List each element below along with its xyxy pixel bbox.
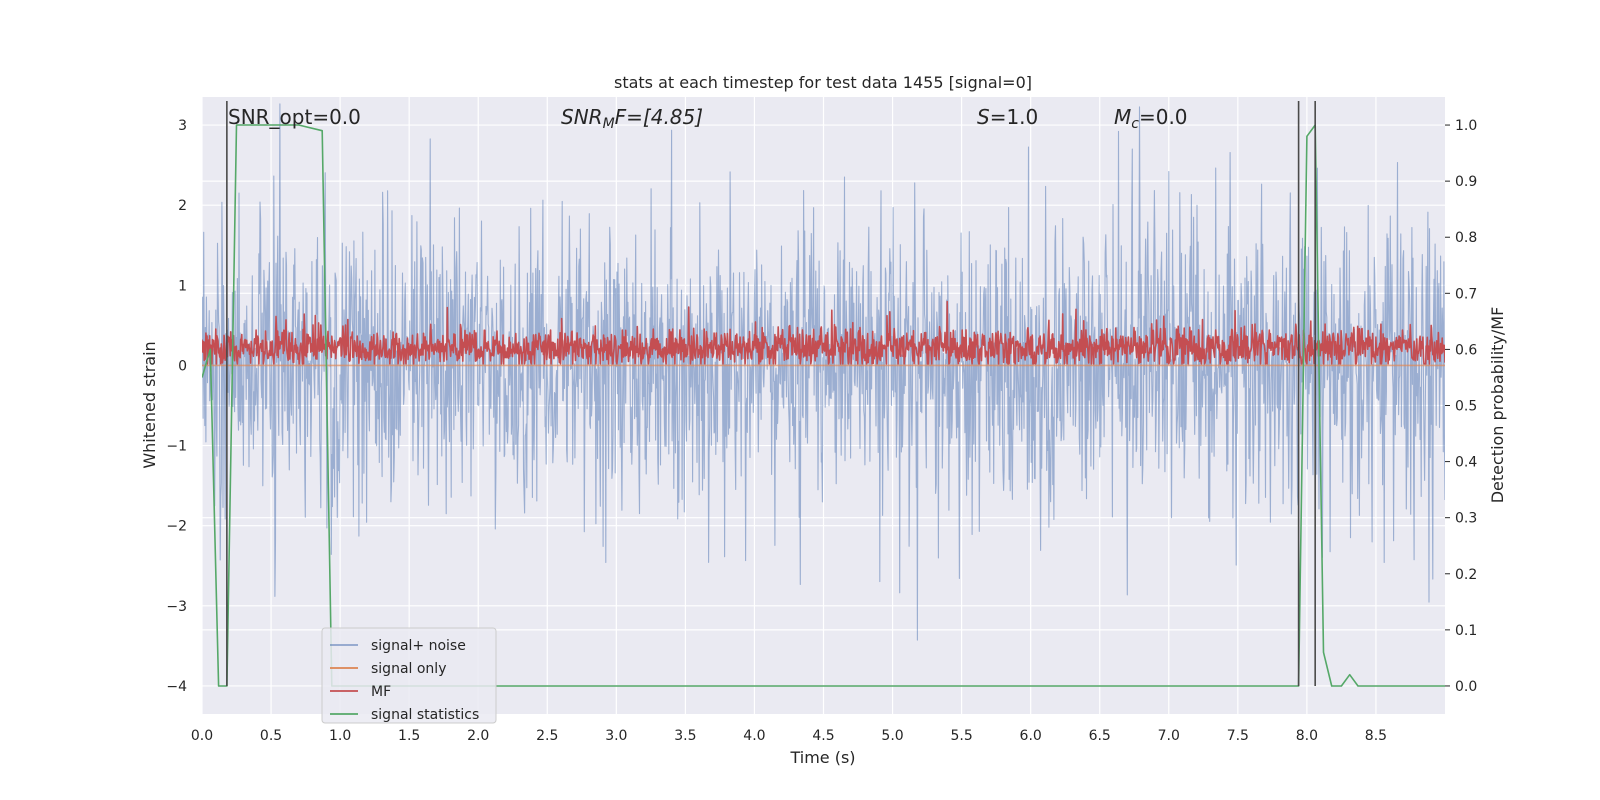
x-tick-label: 5.5 xyxy=(950,728,972,744)
series-line-0 xyxy=(202,103,1445,641)
chart-title: stats at each timestep for test data 145… xyxy=(614,73,1032,92)
legend-box xyxy=(321,627,497,724)
x-tick-labels: 0.0 0.5 1.0 1.5 2.0 2.5 3.0 3.5 4.0 4.5 5.0 5.5 6.0 6… xyxy=(191,728,1387,744)
y-right-tick-label: 0.3 xyxy=(1455,511,1477,527)
annotation-mc: Mc=0.0 xyxy=(1114,105,1188,132)
y-right-tick-label: 0.0 xyxy=(1455,679,1477,695)
y-left-tick-label: −4 xyxy=(166,679,187,695)
y-left-tick-labels: 3 2 1 0 −1 −2 −3 −4 xyxy=(166,118,187,695)
x-tick-label: 7.0 xyxy=(1158,728,1180,744)
y-left-tick-label: 0 xyxy=(178,358,187,374)
x-tick-label: 6.0 xyxy=(1020,728,1042,744)
y-right-tick-labels: 1.0 0.9 0.8 0.7 0.6 0.5 0.4 0.3 0.2 0.1 0.0 xyxy=(1445,118,1477,695)
x-tick-label: 5.0 xyxy=(881,728,903,744)
annotation-snr-mf: SNRMF=[4.85] xyxy=(561,105,703,132)
x-tick-label: 8.5 xyxy=(1365,728,1387,744)
x-axis-label: Time (s) xyxy=(789,748,855,767)
y-axis-label-left: Whitened strain xyxy=(140,341,159,468)
y-right-tick-label: 0.5 xyxy=(1455,399,1477,415)
y-right-tick-label: 0.6 xyxy=(1455,342,1477,358)
y-left-tick-label: 1 xyxy=(178,278,187,294)
legend: signal+ noise signal only MF signal statist… xyxy=(321,627,497,724)
x-tick-label: 7.5 xyxy=(1227,728,1249,744)
y-right-tick-label: 0.2 xyxy=(1455,567,1477,583)
y-left-tick-label: −2 xyxy=(166,519,187,535)
vertical-markers xyxy=(226,101,1316,686)
y-right-tick-label: 0.4 xyxy=(1455,455,1477,471)
y-left-tick-label: −1 xyxy=(166,439,187,455)
series-line-2 xyxy=(202,300,1445,365)
x-tick-label: 6.5 xyxy=(1089,728,1111,744)
y-left-tick-label: 3 xyxy=(178,118,187,134)
y-right-tick-label: 1.0 xyxy=(1455,118,1477,134)
x-tick-label: 1.5 xyxy=(398,728,420,744)
y-right-tick-label: 0.7 xyxy=(1455,286,1477,302)
y-right-tick-label: 0.9 xyxy=(1455,174,1477,190)
legend-label: MF xyxy=(371,684,391,700)
series-line-3 xyxy=(202,124,1445,687)
x-tick-label: 4.0 xyxy=(743,728,765,744)
y-right-tick-label: 0.8 xyxy=(1455,230,1477,246)
annotation-snr-opt: SNR_opt=0.0 xyxy=(228,105,361,129)
x-tick-label: 2.0 xyxy=(467,728,489,744)
y-axis-label-right: Detection probability/MF xyxy=(1488,307,1507,504)
plot-series xyxy=(202,101,1445,687)
x-tick-label: 2.5 xyxy=(536,728,558,744)
annotation-s: S=1.0 xyxy=(977,105,1038,129)
legend-label: signal statistics xyxy=(371,707,479,723)
x-tick-label: 4.5 xyxy=(812,728,834,744)
legend-label: signal+ noise xyxy=(371,638,466,654)
y-right-tick-label: 0.1 xyxy=(1455,623,1477,639)
x-tick-label: 3.0 xyxy=(605,728,627,744)
y-left-tick-label: −3 xyxy=(166,599,187,615)
y-left-tick-label: 2 xyxy=(178,198,187,214)
x-tick-label: 8.0 xyxy=(1296,728,1318,744)
x-tick-label: 0.0 xyxy=(191,728,213,744)
x-tick-label: 1.0 xyxy=(329,728,351,744)
legend-label: signal only xyxy=(371,661,446,677)
x-tick-label: 0.5 xyxy=(260,728,282,744)
x-tick-label: 3.5 xyxy=(674,728,696,744)
